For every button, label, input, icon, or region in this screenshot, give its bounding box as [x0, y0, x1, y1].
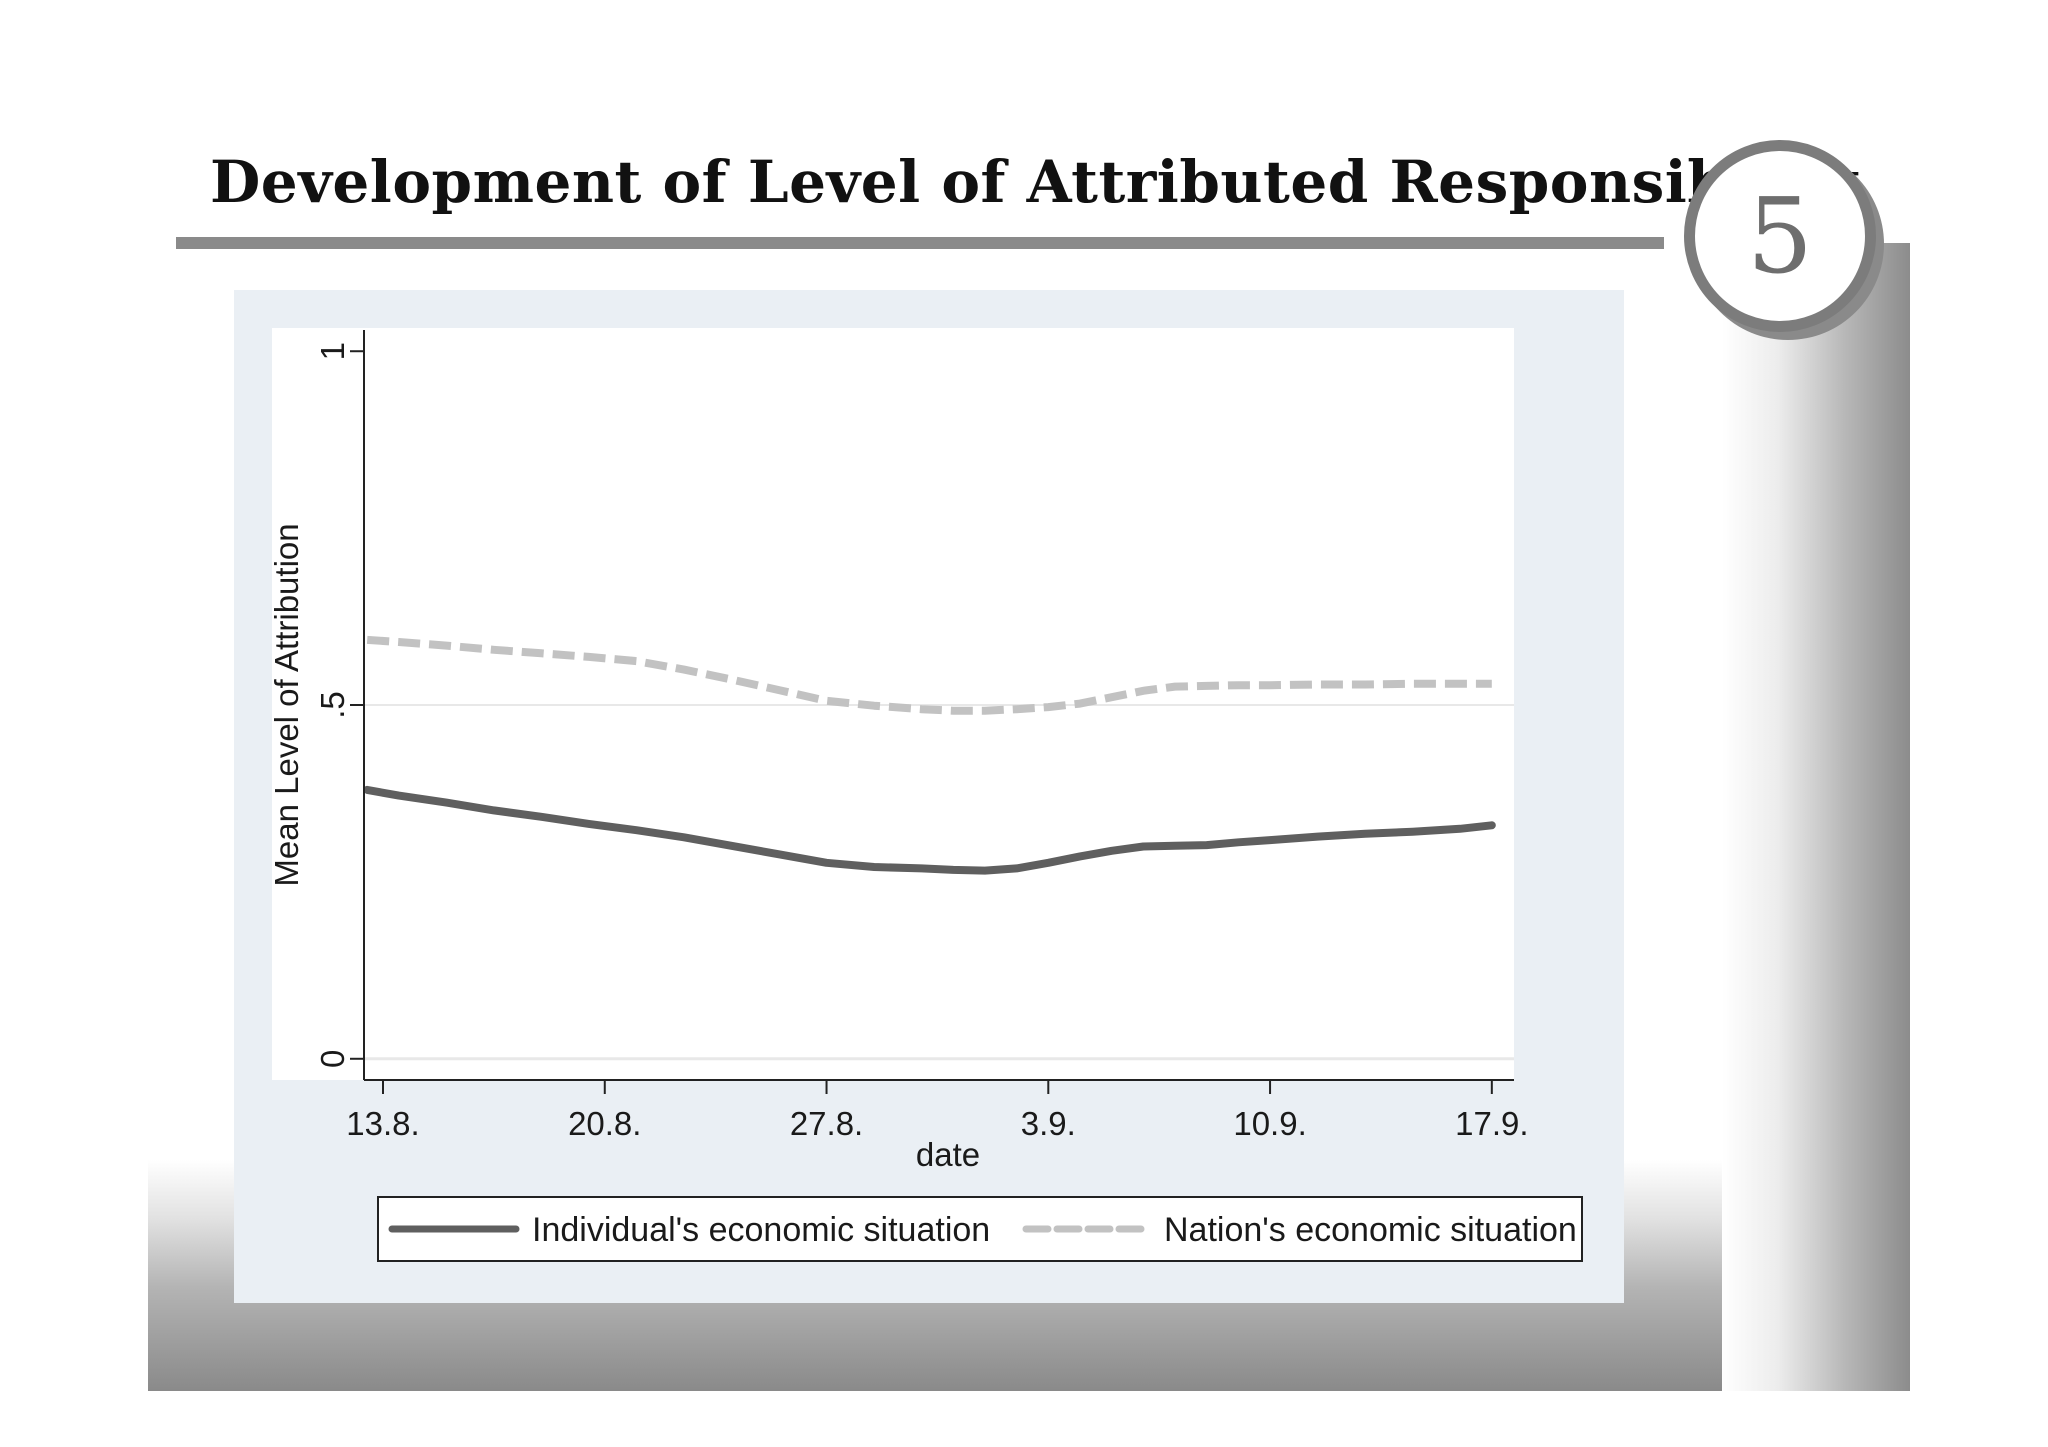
gridlines [364, 704, 1514, 1061]
x-tick-label: 27.8. [790, 1105, 863, 1142]
decorative-frame-right [1722, 243, 1910, 1391]
ticks: 0 .5 1 13.8. 20.8. 27.8. 3.9. 10.9. 17.9. [314, 342, 1529, 1142]
y-tick-label: .5 [314, 691, 351, 719]
legend: Individual's economic situation Nation's… [377, 1196, 1583, 1262]
x-tick-label: 13.8. [346, 1105, 419, 1142]
legend-box [377, 1196, 1583, 1262]
slide-number: 5 [1746, 175, 1814, 297]
chart-panel: 0 .5 1 13.8. 20.8. 27.8. 3.9. 10.9. 17.9. date M… [234, 290, 1624, 1303]
x-tick-label: 17.9. [1455, 1105, 1528, 1142]
series-line-nation [366, 635, 1492, 715]
legend-label-individual: Individual's economic situation [532, 1211, 990, 1249]
x-tick-label: 20.8. [568, 1105, 641, 1142]
legend-label-nation: Nation's economic situation [1164, 1211, 1577, 1249]
series-lines [363, 635, 1496, 875]
title-divider [176, 237, 1664, 249]
y-tick-label: 1 [314, 342, 351, 360]
y-axis-title: Mean Level of Attribution [268, 523, 305, 886]
x-tick-label: 3.9. [1021, 1105, 1076, 1142]
x-axis-title: date [916, 1136, 980, 1173]
series-line-individual [363, 785, 1496, 875]
slide-number-badge: 5 [1684, 140, 1876, 332]
x-tick-label: 10.9. [1233, 1105, 1306, 1142]
slide-title: Development of Level of Attributed Respo… [210, 148, 1858, 216]
line-chart: 0 .5 1 13.8. 20.8. 27.8. 3.9. 10.9. 17.9. date M… [268, 328, 1583, 1262]
y-tick-label: 0 [314, 1050, 351, 1068]
